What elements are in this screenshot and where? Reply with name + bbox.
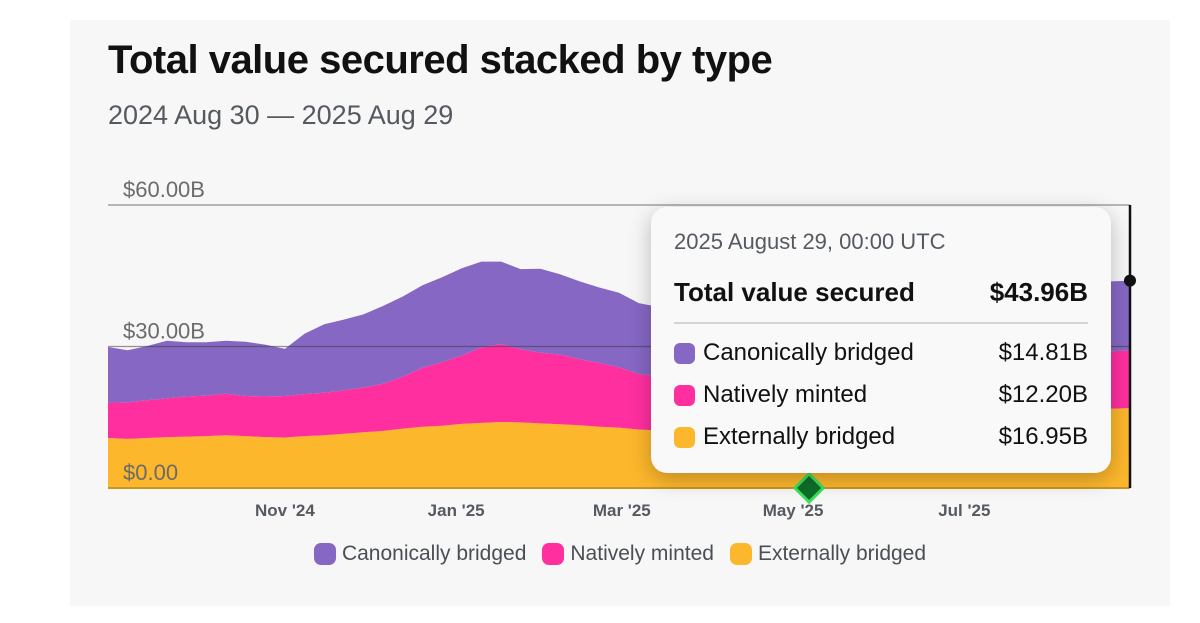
tooltip-date: 2025 August 29, 00:00 UTC [674, 229, 946, 254]
legend-item-natively[interactable]: Natively minted [542, 542, 714, 566]
tooltip-row-value: $12.20B [998, 381, 1088, 408]
x-tick-label: Jul '25 [938, 501, 990, 520]
tooltip: 2025 August 29, 00:00 UTC Total value se… [651, 207, 1111, 473]
x-tick-label: Jan '25 [428, 501, 485, 520]
tooltip-row-canonically: Canonically bridged $14.81B [674, 339, 1088, 367]
tooltip-row-label: Externally bridged [703, 423, 896, 450]
legend-item-canonically[interactable]: Canonically bridged [313, 542, 527, 566]
legend-label: Canonically bridged [341, 542, 527, 565]
legend-item-externally[interactable]: Externally bridged [729, 542, 927, 566]
tooltip-row-externally: Externally bridged $16.95B [674, 423, 1088, 451]
hover-indicator [792, 205, 1136, 505]
tooltip-row-label: Natively minted [703, 381, 868, 408]
canonically-swatch-icon [313, 543, 336, 565]
tooltip-row-value: $16.95B [998, 423, 1088, 450]
x-axis-labels: Nov '24 Jan '25 Mar '25 May '25 Jul '25 [255, 501, 990, 520]
externally-swatch-icon [729, 543, 752, 565]
legend-label: Natively minted [570, 542, 714, 565]
chart-date-range: 2024 Aug 30 — 2025 Aug 29 [108, 100, 454, 130]
x-tick-label: Nov '24 [255, 501, 315, 520]
tooltip-divider [674, 322, 1088, 324]
chart-title: Total value secured stacked by type [108, 38, 773, 82]
legend: Canonically bridged Natively minted Exte… [0, 542, 1200, 566]
tooltip-row-value: $14.81B [998, 339, 1088, 366]
natively-swatch-icon [542, 543, 565, 565]
tooltip-total-value: $43.96B [989, 277, 1088, 307]
y-tick-label: $0.00 [123, 460, 178, 485]
tooltip-row-natively: Natively minted $12.20B [674, 381, 1088, 409]
externally-swatch-icon [674, 426, 695, 448]
tooltip-total-row: Total value secured $43.96B [674, 277, 1088, 308]
natively-swatch-icon [674, 384, 695, 406]
area-canonically-bridged[interactable] [108, 261, 1130, 403]
tooltip-row-label: Canonically bridged [703, 339, 914, 366]
y-tick-label: $60.00B [123, 177, 205, 202]
x-tick-label: May '25 [763, 501, 824, 520]
tooltip-total-label: Total value secured [674, 277, 915, 307]
y-tick-label: $30.00B [123, 319, 205, 344]
canonically-swatch-icon [674, 342, 695, 364]
legend-label: Externally bridged [757, 542, 927, 565]
event-marker-diamond-icon[interactable] [792, 471, 826, 505]
hover-dot [1124, 274, 1136, 287]
y-axis-labels: $0.00 $30.00B $60.00B [123, 177, 205, 485]
x-tick-label: Mar '25 [593, 501, 651, 520]
